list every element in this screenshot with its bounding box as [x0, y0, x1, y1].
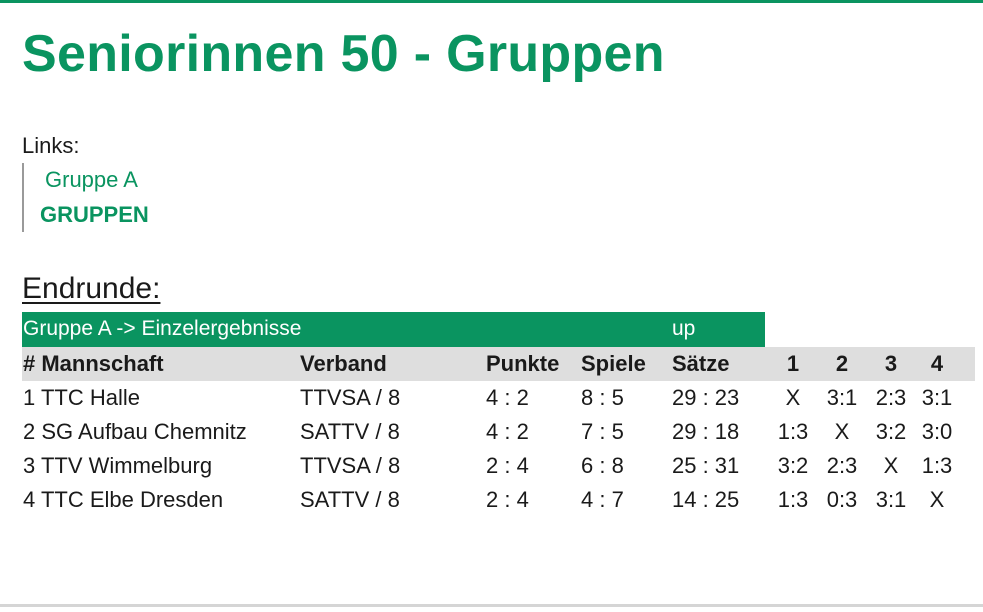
column-header-1: 1 [786, 351, 800, 376]
table-row: 4 TTC Elbe Dresden SATTV / 8 2 : 4 4 : 7… [22, 483, 975, 517]
up-link[interactable]: up [672, 317, 696, 340]
team-name: 1 TTC Halle [23, 385, 140, 410]
spiele-cell: 4 : 7 [581, 487, 624, 512]
result-cell-3: 3:1 [875, 487, 907, 512]
result-cell-2: 0:3 [826, 487, 858, 512]
team-name: 2 SG Aufbau Chemnitz [23, 419, 247, 444]
result-cell-3: 2:3 [875, 385, 907, 410]
group-header-bar: Gruppe A -> Einzelergebnisse up [22, 312, 765, 347]
punkte-cell: 4 : 2 [486, 419, 529, 444]
top-accent-rule [0, 0, 983, 3]
punkte-cell: 2 : 4 [486, 487, 529, 512]
verband-cell: SATTV / 8 [300, 487, 400, 512]
column-header-3: 3 [884, 351, 898, 376]
table-row: 2 SG Aufbau Chemnitz SATTV / 8 4 : 2 7 :… [22, 415, 975, 449]
punkte-cell: 4 : 2 [486, 385, 529, 410]
links-list: Gruppe A GRUPPEN [22, 163, 324, 232]
result-cell-4: 3:0 [921, 419, 953, 444]
column-header-4: 4 [930, 351, 944, 376]
saetze-cell: 14 : 25 [672, 487, 740, 512]
verband-cell: TTVSA / 8 [300, 385, 401, 410]
verband-cell: SATTV / 8 [300, 419, 400, 444]
result-cell-1: X [785, 385, 801, 410]
column-header-2: 2 [835, 351, 849, 376]
table-header-row: # Mannschaft Verband Punkte Spiele Sätze… [22, 347, 975, 381]
links-label: Links: [22, 133, 80, 158]
result-cell-1: 1:3 [777, 419, 809, 444]
link-gruppen[interactable]: GRUPPEN [40, 202, 149, 227]
punkte-cell: 2 : 4 [486, 453, 529, 478]
verband-cell: TTVSA / 8 [300, 453, 401, 478]
table-row: 1 TTC Halle TTVSA / 8 4 : 2 8 : 5 29 : 2… [22, 381, 975, 415]
spiele-cell: 6 : 8 [581, 453, 624, 478]
result-cell-3: 3:2 [875, 419, 907, 444]
team-name: 3 TTV Wimmelburg [23, 453, 213, 478]
result-cell-1: 1:3 [777, 487, 809, 512]
section-heading-endrunde: Endrunde: [22, 272, 161, 305]
team-name: 4 TTC Elbe Dresden [23, 487, 224, 512]
column-header-spiele: Spiele [581, 351, 646, 376]
group-results-link[interactable]: Gruppe A -> Einzelergebnisse [23, 317, 302, 340]
result-cell-3: X [883, 453, 899, 478]
column-header-verband: Verband [300, 351, 387, 376]
result-cell-2: X [834, 419, 850, 444]
column-header-saetze: Sätze [672, 351, 730, 376]
result-cell-4: 3:1 [921, 385, 953, 410]
result-cell-2: 2:3 [826, 453, 858, 478]
saetze-cell: 25 : 31 [672, 453, 740, 478]
spiele-cell: 8 : 5 [581, 385, 624, 410]
result-cell-2: 3:1 [826, 385, 858, 410]
column-header-punkte: Punkte [486, 351, 560, 376]
saetze-cell: 29 : 18 [672, 419, 740, 444]
result-cell-4: 1:3 [921, 453, 953, 478]
bottom-divider [0, 604, 983, 607]
result-cell-4: X [929, 487, 945, 512]
table-row: 3 TTV Wimmelburg TTVSA / 8 2 : 4 6 : 8 2… [22, 449, 975, 483]
column-header-mannschaft: # Mannschaft [23, 351, 164, 376]
result-cell-1: 3:2 [777, 453, 809, 478]
saetze-cell: 29 : 23 [672, 385, 740, 410]
link-gruppe-a[interactable]: Gruppe A [45, 167, 138, 192]
spiele-cell: 7 : 5 [581, 419, 624, 444]
page-title: Seniorinnen 50 - Gruppen [22, 25, 665, 83]
